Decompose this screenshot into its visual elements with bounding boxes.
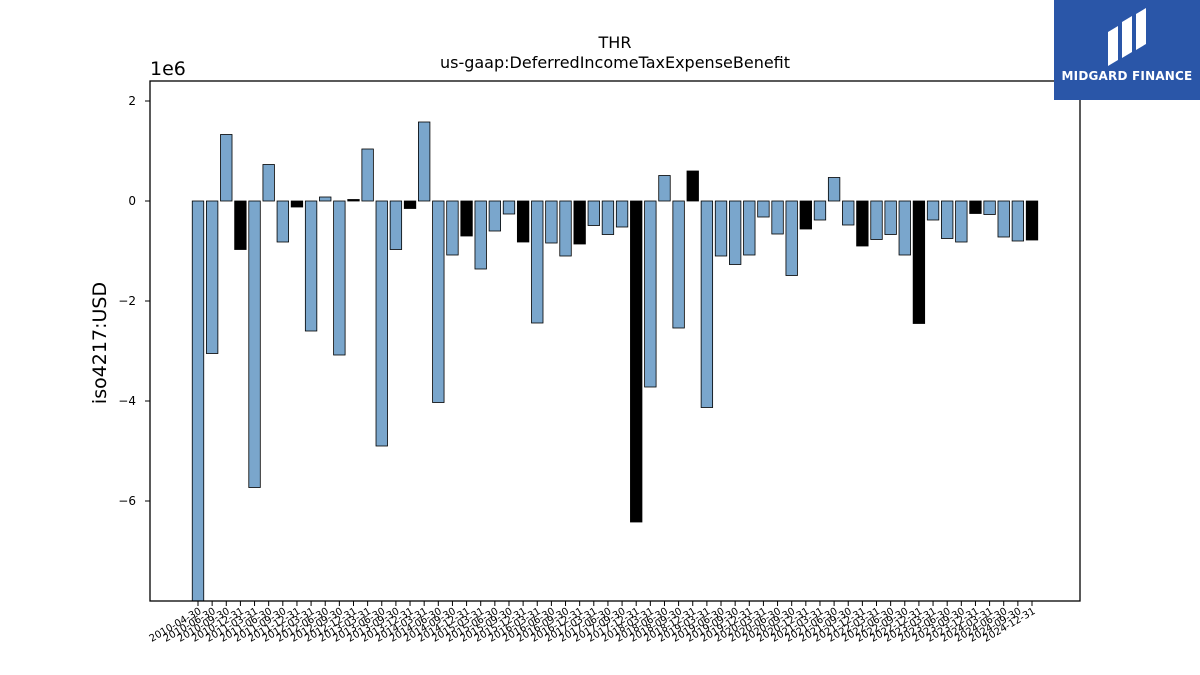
bar-2013-06-30: [375, 200, 388, 447]
bar-2021-03-31: [813, 200, 827, 221]
bar-2023-12-31: [969, 200, 982, 214]
bar-2019-06-30: [714, 200, 728, 257]
bar-2014-12-31: [460, 200, 473, 237]
y-tick-label: −4: [118, 394, 136, 408]
bar-2021-12-31: [856, 200, 869, 247]
y-tick-label: 0: [128, 194, 136, 208]
y-tick-label: −6: [118, 494, 136, 508]
bar-2013-09-30: [389, 200, 403, 250]
bar-2012-03-31: [304, 200, 318, 332]
bar-2015-06-30: [488, 200, 501, 232]
y-tick-label: −2: [118, 294, 136, 308]
bar-2020-06-30: [771, 200, 784, 235]
bar-2024-09-30: [1011, 200, 1025, 242]
bar-2010-06-30: [205, 200, 219, 354]
bar-2020-12-31: [799, 200, 812, 230]
bar-2018-03-31: [644, 200, 657, 388]
bar-2024-06-30: [997, 200, 1010, 238]
bar-2016-09-30: [559, 200, 572, 257]
bar-2012-06-30: [319, 196, 332, 202]
bar-2018-12-31: [686, 170, 699, 202]
plot-frame: [149, 80, 1081, 602]
x-ticks-group: 2010-04-302010-06-302010-09-302010-12-31…: [148, 601, 1038, 645]
bar-2016-06-30: [545, 200, 558, 244]
brand-logo: MIDGARD FINANCE: [1054, 0, 1200, 100]
bar-2016-03-31: [531, 200, 544, 324]
bar-2015-09-30: [502, 200, 516, 215]
bar-2020-09-30: [785, 200, 798, 276]
bar-2022-06-30: [884, 200, 897, 235]
bar-2017-03-31: [587, 200, 600, 226]
bar-2011-06-30: [262, 164, 275, 202]
bar-2021-06-30: [827, 177, 841, 202]
bar-2016-12-31: [573, 200, 586, 245]
bar-2012-12-31: [347, 199, 360, 202]
bar-2014-03-31: [418, 121, 431, 202]
bar-2015-03-31: [474, 200, 487, 270]
bars-group: [191, 121, 1039, 602]
bar-2022-12-31: [912, 200, 926, 324]
bar-2021-09-30: [842, 200, 855, 226]
bar-2018-06-30: [658, 175, 671, 202]
bar-2022-09-30: [898, 200, 911, 256]
bar-2011-12-31: [290, 200, 304, 208]
bar-2023-06-30: [941, 200, 954, 239]
chart-subtitle: us-gaap:DeferredIncomeTaxExpenseBenefit: [440, 53, 790, 72]
brand-mark-icon: [1108, 8, 1146, 66]
bar-2017-09-30: [615, 200, 629, 228]
bar-2018-09-30: [672, 200, 685, 329]
bar-2014-09-30: [446, 200, 459, 256]
bar-2010-04-30: [191, 200, 205, 602]
bar-2017-12-31: [630, 200, 643, 523]
bar-2019-09-30: [729, 200, 742, 265]
bar-2011-03-31: [248, 200, 261, 488]
bar-2024-12-31: [1025, 200, 1039, 241]
bar-2010-09-30: [220, 134, 233, 202]
y-ticks-group: −6 −4 −2 0 2: [118, 94, 150, 508]
bar-2011-09-30: [276, 200, 289, 243]
chart-title: THR: [598, 33, 632, 52]
bar-2013-12-31: [403, 200, 417, 209]
bar-2019-03-31: [700, 200, 714, 408]
bar-2014-06-30: [432, 200, 445, 403]
bar-2023-03-31: [926, 200, 940, 221]
bar-2019-12-31: [743, 200, 756, 256]
bar-2012-09-30: [333, 200, 346, 356]
y-axis-label: iso4217:USD: [89, 282, 111, 404]
brand-name: MIDGARD FINANCE: [1061, 69, 1193, 83]
bar-2024-03-31: [983, 200, 996, 215]
y-scale-label: 1e6: [150, 58, 186, 80]
bar-2010-12-31: [234, 200, 247, 250]
bar-2023-09-30: [955, 200, 968, 243]
bar-2013-03-31: [361, 148, 374, 202]
bar-2015-12-31: [516, 200, 530, 243]
bar-2020-03-31: [757, 200, 770, 218]
bar-2022-03-31: [870, 200, 883, 240]
bar-2017-06-30: [601, 200, 615, 235]
y-tick-label: 2: [128, 94, 136, 108]
